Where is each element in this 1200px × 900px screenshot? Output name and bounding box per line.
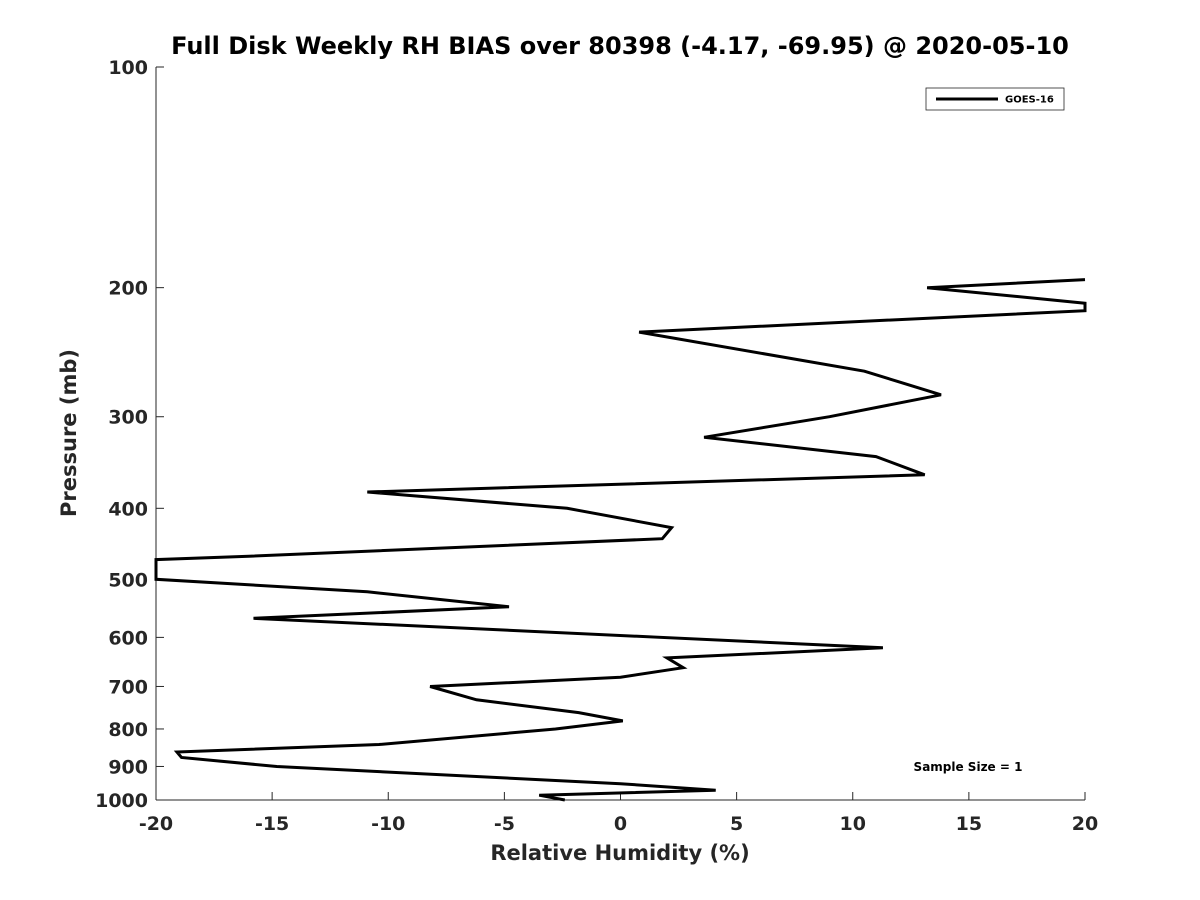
y-tick-label: 200 [108, 278, 148, 300]
x-tick-label: 0 [614, 813, 627, 835]
y-tick-label: 800 [108, 719, 148, 741]
y-tick-label: 500 [108, 569, 148, 591]
y-tick-label: 100 [108, 57, 148, 79]
x-axis: -20 -15 -10 -5 0 5 10 15 20 Relative Humidity (%… [139, 792, 1098, 865]
x-tick-label: -5 [494, 813, 515, 835]
plot-area [156, 67, 1085, 800]
x-tick-label: -15 [255, 813, 289, 835]
x-tick-label: 10 [840, 813, 866, 835]
x-tick-label: -10 [371, 813, 405, 835]
x-tick-label: 5 [730, 813, 743, 835]
x-tick-label: 15 [956, 813, 982, 835]
y-tick-label: 900 [108, 756, 148, 778]
y-tick-label: 700 [108, 676, 148, 698]
sample-size-annotation: Sample Size = 1 [914, 760, 1023, 774]
series-line-0 [154, 278, 1087, 802]
y-ticks: 100 200 300 400 500 600 700 800 900 1000 [95, 57, 164, 812]
legend: GOES-16 [925, 87, 1065, 111]
x-axis-label: Relative Humidity (%) [490, 841, 749, 865]
legend-label-goes-16: GOES-16 [1005, 95, 1054, 106]
y-axis-label: Pressure (mb) [57, 349, 81, 517]
x-tick-label: 20 [1072, 813, 1098, 835]
chart-title: Full Disk Weekly RH BIAS over 80398 (-4.… [171, 32, 1069, 60]
y-tick-label: 300 [108, 407, 148, 429]
y-tick-label: 1000 [95, 790, 148, 812]
y-axis: 100 200 300 400 500 600 700 800 900 1000 Pressure… [57, 57, 164, 812]
x-tick-label: -20 [139, 813, 173, 835]
y-tick-label: 600 [108, 627, 148, 649]
series-layer [154, 278, 1087, 802]
y-tick-label: 400 [108, 498, 148, 520]
x-ticks: -20 -15 -10 -5 0 5 10 15 20 [139, 792, 1098, 835]
